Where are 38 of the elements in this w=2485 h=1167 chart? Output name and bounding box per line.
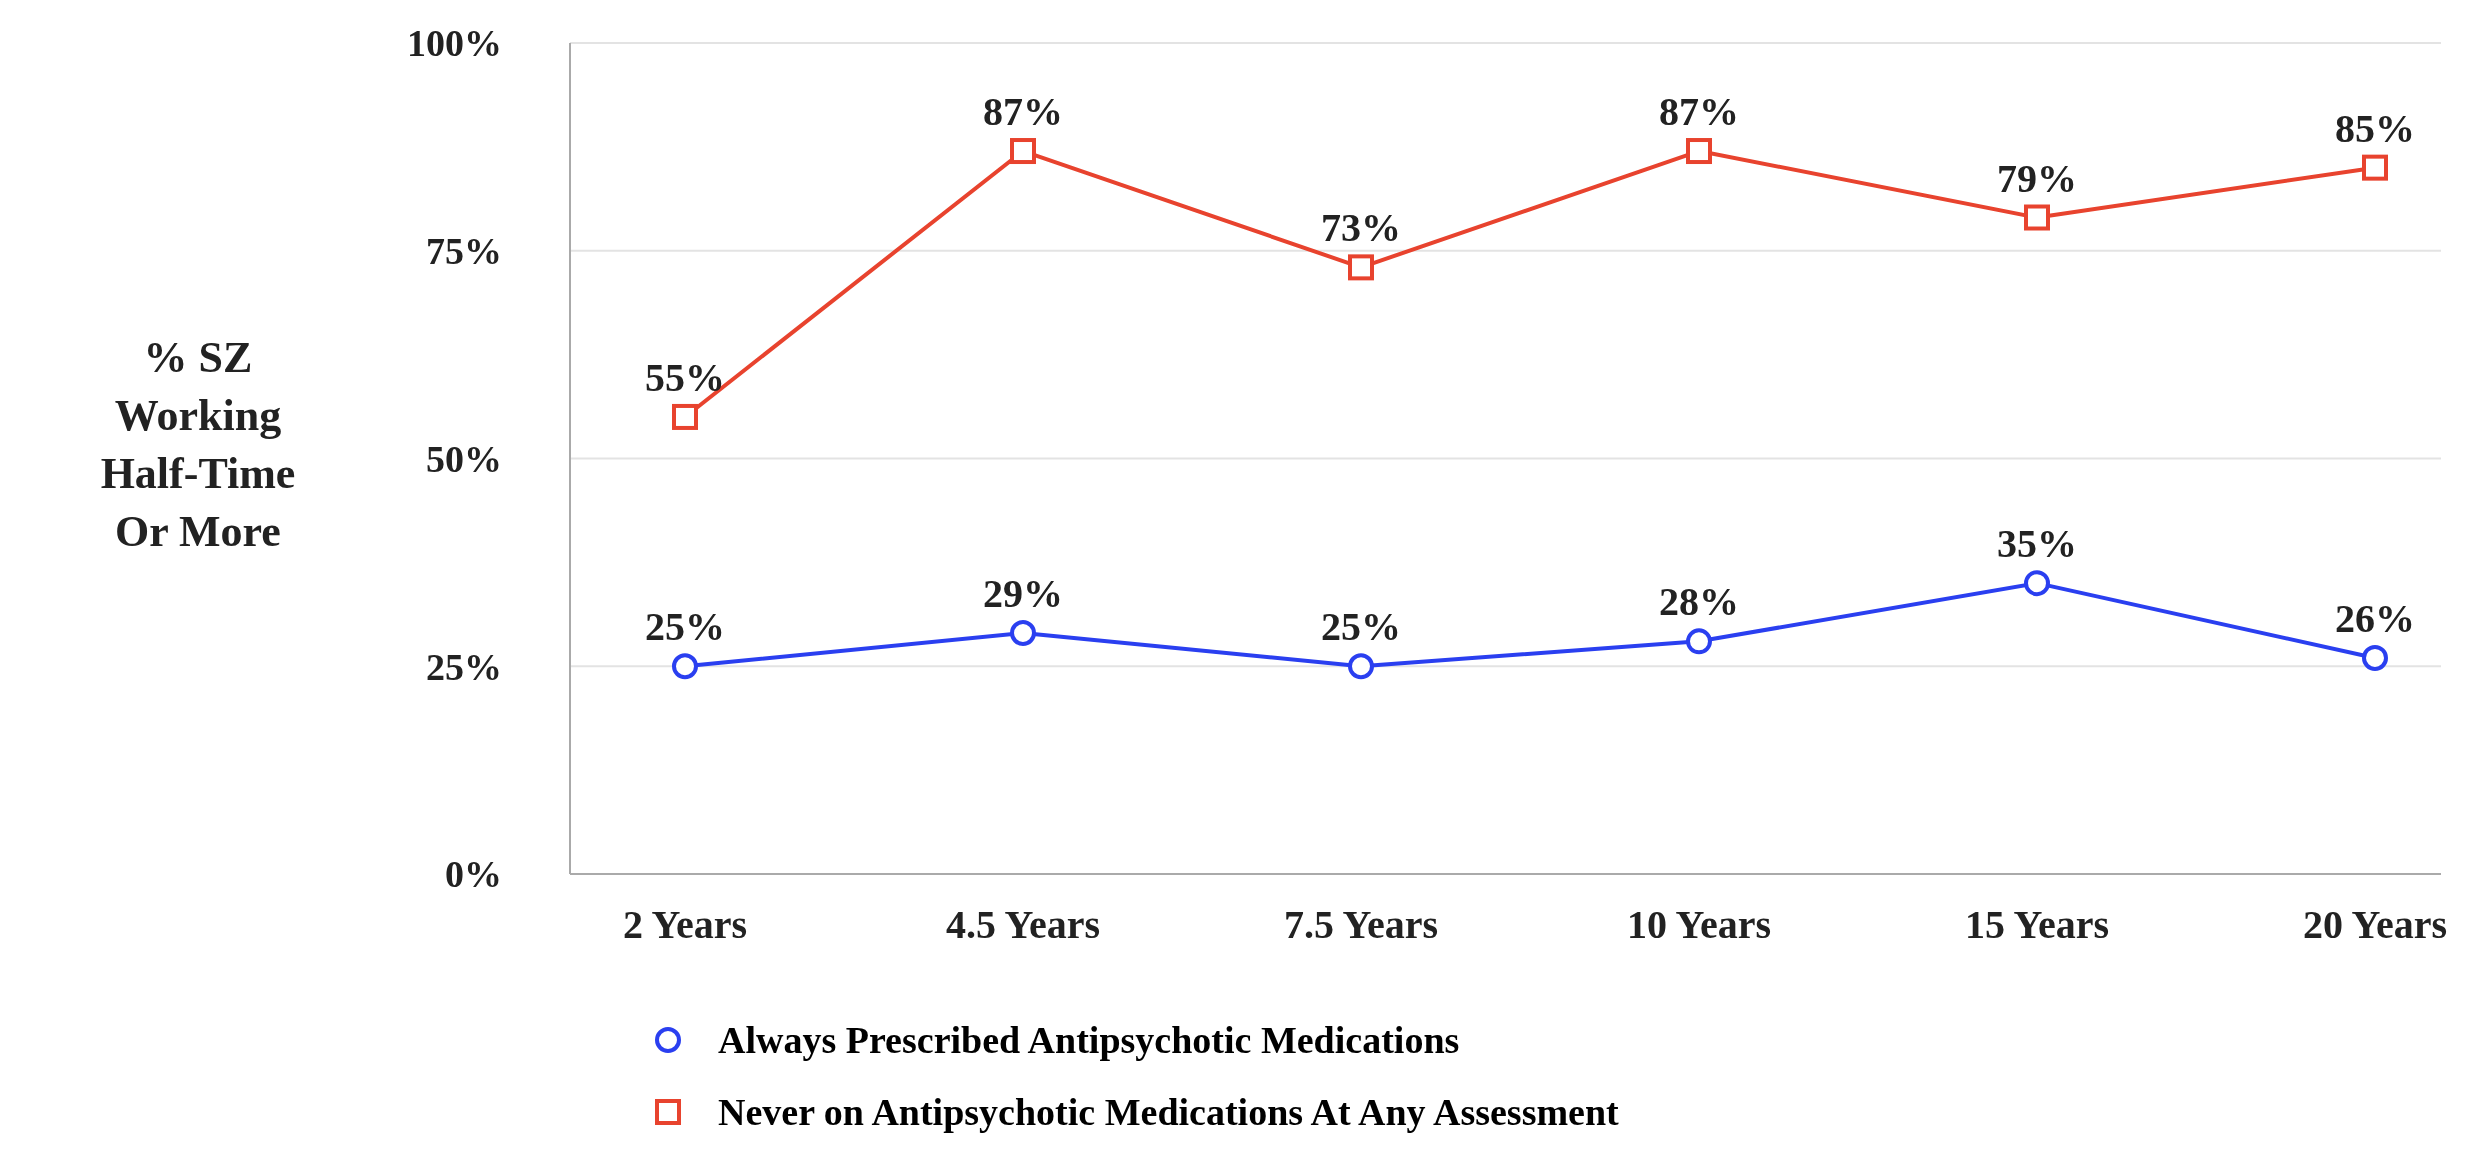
data-label: 87% bbox=[983, 89, 1063, 135]
x-tick-label: 4.5 Years bbox=[945, 902, 1101, 948]
data-label: 28% bbox=[1659, 579, 1739, 625]
legend-label: Always Prescribed Antipsychotic Medications bbox=[718, 1018, 1460, 1062]
x-tick-label: 15 Years bbox=[1964, 902, 2110, 948]
point bbox=[1348, 653, 1374, 680]
x-tick-label: 10 Years bbox=[1626, 902, 1772, 948]
y-tick-label: 0% bbox=[445, 853, 502, 896]
y-axis-title: % SZ Working Half-Time Or More bbox=[100, 332, 296, 556]
data-label: 79% bbox=[1997, 155, 2077, 201]
point bbox=[1010, 138, 1036, 165]
data-label: 29% bbox=[983, 571, 1063, 617]
x-tick-label: 7.5 Years bbox=[1283, 902, 1439, 948]
data-label: 25% bbox=[1321, 604, 1401, 650]
point bbox=[1686, 138, 1712, 165]
data-label: 73% bbox=[1321, 205, 1401, 251]
point bbox=[1686, 628, 1712, 655]
point bbox=[672, 403, 698, 430]
legend-label: Never on Antipsychotic Medications At Any Assessment bbox=[718, 1090, 1619, 1134]
data-label: 87% bbox=[1659, 89, 1739, 135]
data-label: 85% bbox=[2335, 105, 2415, 151]
point bbox=[2362, 644, 2388, 671]
point bbox=[2024, 204, 2050, 231]
y-tick-label: 100% bbox=[407, 22, 502, 65]
data-label: 55% bbox=[645, 354, 725, 400]
point bbox=[2024, 570, 2050, 597]
point bbox=[1010, 620, 1036, 647]
data-label: 35% bbox=[1997, 521, 2077, 567]
x-tick-label: 20 Years bbox=[2302, 902, 2448, 948]
data-label: 25% bbox=[645, 604, 725, 650]
y-tick-label: 75% bbox=[426, 230, 502, 273]
point bbox=[2362, 154, 2388, 181]
y-tick-label: 25% bbox=[426, 645, 502, 688]
data-label: 26% bbox=[2335, 595, 2415, 641]
x-tick-label: 2 Years bbox=[622, 902, 748, 948]
y-tick-label: 50% bbox=[426, 437, 502, 480]
point bbox=[1348, 254, 1374, 281]
point bbox=[672, 653, 698, 680]
